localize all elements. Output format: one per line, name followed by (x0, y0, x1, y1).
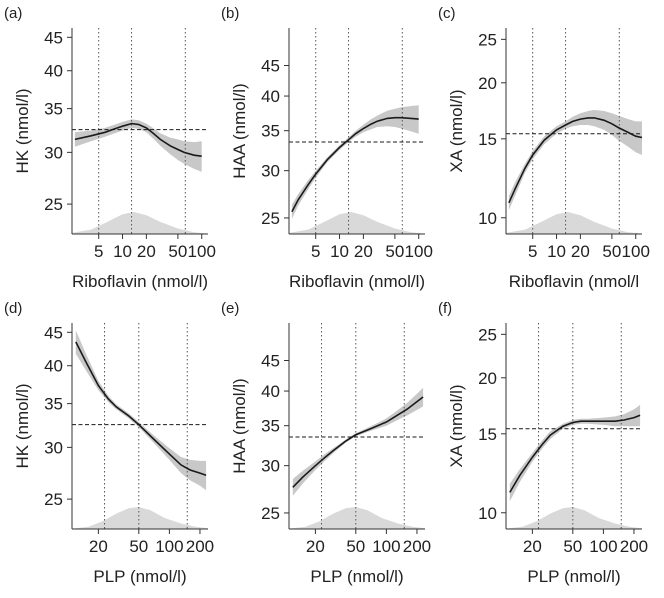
y-tick-label: 15 (478, 425, 497, 444)
x-tick-label: 200 (186, 537, 214, 556)
y-tick-label: 35 (261, 417, 280, 436)
x-tick-label: 10 (330, 242, 349, 261)
x-tick-label: 20 (523, 537, 542, 556)
confidence-band (74, 119, 202, 172)
confidence-band (508, 109, 642, 211)
x-tick-label: 200 (620, 537, 648, 556)
density-area (289, 212, 425, 234)
fitted-curve (291, 116, 419, 213)
panel-label: (b) (221, 5, 239, 22)
y-tick-label: 45 (261, 351, 280, 370)
y-tick-label: 30 (44, 143, 63, 162)
x-tick-label: 100 (405, 242, 433, 261)
panel-4: 20 50 100 200 25 30 35 40 45 PLP (nmol/l) HK (nmol… (4, 300, 214, 586)
x-tick-label: 10 (113, 242, 132, 261)
x-tick-label: 50 (385, 242, 404, 261)
fitted-curve (292, 396, 424, 488)
x-tick-label: 50 (129, 537, 148, 556)
y-tick-label: 40 (44, 62, 63, 81)
x-tick-label: 10 (547, 242, 566, 261)
x-tick-label: 20 (571, 242, 590, 261)
y-tick-label: 45 (261, 56, 280, 75)
x-axis-title: PLP (nmol/l) (93, 567, 186, 586)
x-tick-label: 5 (528, 242, 537, 261)
y-tick-label: 20 (478, 369, 497, 388)
x-tick-label: 50 (563, 537, 582, 556)
x-tick-label: 200 (403, 537, 431, 556)
y-tick-label: 30 (261, 457, 280, 476)
confidence-band (291, 105, 419, 219)
y-tick-label: 15 (478, 130, 497, 149)
x-tick-label: 100 (372, 537, 400, 556)
y-tick-label: 25 (261, 504, 280, 523)
y-tick-label: 35 (44, 395, 63, 414)
density-area (72, 507, 208, 529)
y-tick-label: 45 (44, 323, 63, 342)
y-tick-label: 20 (478, 74, 497, 93)
panel-label: (d) (4, 300, 22, 317)
panel-label: (a) (4, 5, 22, 22)
x-axis-title: PLP (nmol/l) (527, 567, 620, 586)
density-area (506, 507, 642, 529)
x-tick-label: 50 (602, 242, 621, 261)
x-tick-label: 50 (346, 537, 365, 556)
x-tick-label: 20 (137, 242, 156, 261)
panel-label: (f) (438, 300, 452, 317)
x-tick-label: 20 (354, 242, 373, 261)
y-axis-title: HAA (nmol/l) (230, 378, 249, 473)
x-axis-title: PLP (nmol/l) (310, 567, 403, 586)
y-tick-label: 30 (261, 162, 280, 181)
y-tick-label: 25 (44, 490, 63, 509)
fitted-curve (74, 122, 202, 157)
x-axis-title: Riboflavin (nmol/l) (72, 272, 208, 291)
confidence-band (292, 387, 424, 496)
confidence-band (75, 330, 207, 491)
fitted-curve (75, 341, 207, 476)
y-axis-title: HK (nmol/l) (13, 88, 32, 173)
x-tick-label: 20 (89, 537, 108, 556)
panel-2: 5 10 20 50 100 25 30 35 40 45 Riboflavin (nmol/l) H… (221, 5, 433, 291)
density-area (289, 507, 425, 529)
y-tick-label: 25 (478, 325, 497, 344)
panel-6: 20 50 100 200 10 15 20 25 PLP (nmol/l) XA (nmol/l… (438, 300, 648, 586)
y-tick-label: 25 (44, 195, 63, 214)
y-tick-label: 10 (478, 209, 497, 228)
density-area (506, 212, 642, 234)
y-tick-label: 25 (261, 209, 280, 228)
x-axis-title: Riboflavin (nmol/l (509, 272, 639, 291)
panel-5: 20 50 100 200 25 30 35 40 45 PLP (nmol/l) HAA (nmo… (221, 300, 431, 586)
x-tick-label: 50 (168, 242, 187, 261)
panel-label: (e) (221, 300, 239, 317)
y-axis-title: HAA (nmol/l) (230, 83, 249, 178)
y-tick-label: 10 (478, 504, 497, 523)
y-axis-title: XA (nmol/l) (447, 384, 466, 467)
x-tick-label: 5 (311, 242, 320, 261)
x-tick-label: 100 (622, 242, 650, 261)
panel-label: (c) (438, 5, 456, 22)
y-axis-title: XA (nmol/l) (447, 89, 466, 172)
y-axis-title: HK (nmol/l) (13, 383, 32, 468)
x-axis-title: Riboflavin (nmol/l) (289, 272, 425, 291)
fitted-curve (508, 117, 643, 204)
x-tick-label: 100 (155, 537, 183, 556)
x-tick-label: 100 (589, 537, 617, 556)
y-tick-label: 40 (44, 357, 63, 376)
x-tick-label: 20 (306, 537, 325, 556)
y-tick-label: 40 (261, 382, 280, 401)
y-tick-label: 30 (44, 438, 63, 457)
panel-3: 5 10 20 50 100 10 15 20 25 Riboflavin (nmol/l XA (… (438, 5, 650, 291)
y-tick-label: 35 (44, 100, 63, 119)
x-tick-label: 100 (188, 242, 216, 261)
x-tick-label: 5 (94, 242, 103, 261)
confidence-band (509, 404, 641, 502)
density-area (72, 212, 208, 234)
panel-1: 5 10 20 50 100 25 30 35 40 45 Riboflavin (nmol/l) H… (4, 5, 216, 291)
y-tick-label: 25 (478, 30, 497, 49)
y-tick-label: 45 (44, 28, 63, 47)
y-tick-label: 40 (261, 87, 280, 106)
fitted-curve (509, 414, 641, 493)
y-tick-label: 35 (261, 122, 280, 141)
